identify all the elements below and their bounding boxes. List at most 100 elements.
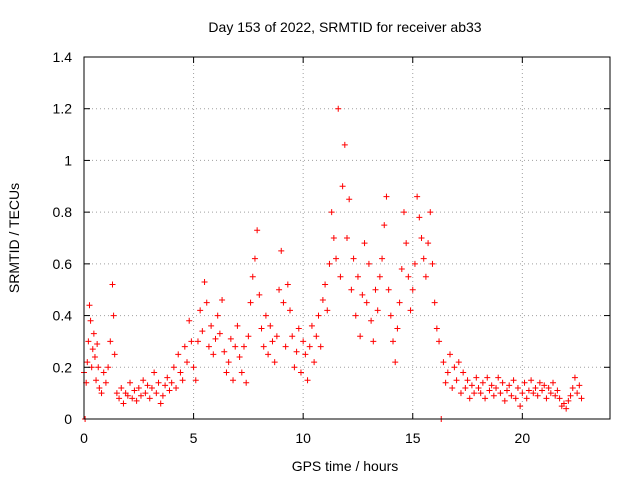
y-tick-label: 1 bbox=[64, 152, 72, 168]
data-point bbox=[124, 392, 131, 399]
data-point bbox=[425, 240, 432, 247]
data-point bbox=[300, 338, 307, 345]
data-point bbox=[341, 141, 348, 148]
data-point bbox=[157, 400, 164, 407]
data-point bbox=[339, 183, 346, 190]
data-point bbox=[234, 322, 241, 329]
y-tick-label: 1.2 bbox=[53, 101, 73, 117]
data-point bbox=[482, 395, 489, 402]
data-point bbox=[519, 390, 526, 397]
data-point bbox=[400, 209, 407, 216]
data-point bbox=[148, 384, 155, 391]
data-point bbox=[510, 377, 517, 384]
data-point bbox=[365, 260, 372, 267]
data-point bbox=[503, 387, 510, 394]
data-point bbox=[508, 392, 515, 399]
data-point bbox=[166, 387, 173, 394]
data-point bbox=[265, 351, 272, 358]
data-point bbox=[447, 351, 454, 358]
data-point bbox=[344, 235, 350, 241]
data-point bbox=[87, 317, 94, 324]
data-point bbox=[280, 299, 287, 306]
data-point bbox=[304, 377, 311, 384]
x-tick-label: 10 bbox=[295, 430, 311, 446]
data-point bbox=[372, 286, 379, 293]
data-point bbox=[249, 273, 256, 280]
x-tick-label: 20 bbox=[515, 430, 531, 446]
data-point bbox=[418, 235, 425, 241]
data-point bbox=[405, 273, 412, 280]
data-point bbox=[287, 307, 294, 314]
data-point bbox=[181, 343, 188, 350]
data-point bbox=[495, 374, 502, 381]
y-tick-label: 0.8 bbox=[53, 204, 73, 220]
data-point bbox=[271, 359, 278, 366]
data-point bbox=[560, 400, 567, 407]
data-point bbox=[335, 105, 342, 112]
data-point bbox=[416, 214, 423, 221]
data-point bbox=[254, 227, 261, 234]
data-point bbox=[493, 384, 500, 391]
data-point bbox=[451, 364, 458, 371]
data-point bbox=[363, 299, 370, 306]
data-point bbox=[523, 395, 530, 402]
data-point bbox=[225, 359, 232, 366]
x-tick-label: 0 bbox=[80, 430, 88, 446]
data-point bbox=[186, 317, 193, 324]
data-point bbox=[105, 364, 112, 371]
data-point bbox=[346, 196, 353, 203]
data-point bbox=[541, 382, 548, 389]
data-point bbox=[118, 384, 125, 391]
data-point bbox=[374, 307, 381, 314]
data-point bbox=[381, 222, 388, 229]
data-point bbox=[302, 351, 309, 358]
chart-title: Day 153 of 2022, SRMTID for receiver ab3… bbox=[208, 19, 481, 35]
data-point bbox=[376, 273, 383, 280]
data-point bbox=[409, 286, 416, 293]
data-point bbox=[337, 273, 344, 280]
data-point bbox=[385, 286, 392, 293]
data-point bbox=[453, 377, 460, 384]
data-point bbox=[120, 400, 127, 407]
data-point bbox=[490, 392, 497, 399]
data-point bbox=[554, 387, 561, 394]
data-point bbox=[354, 273, 361, 280]
x-axis-ticks: 0 5 10 15 20 bbox=[80, 57, 530, 446]
data-point bbox=[466, 395, 473, 402]
data-point bbox=[552, 392, 559, 399]
data-point bbox=[89, 346, 96, 353]
data-point bbox=[315, 312, 322, 319]
data-point bbox=[190, 364, 197, 371]
data-point bbox=[111, 351, 118, 358]
data-point bbox=[227, 335, 234, 342]
data-point bbox=[317, 343, 324, 350]
data-point bbox=[98, 390, 105, 397]
data-point bbox=[460, 369, 467, 376]
data-point bbox=[319, 297, 326, 304]
data-point bbox=[528, 377, 535, 384]
data-point bbox=[556, 395, 563, 402]
data-point bbox=[567, 392, 574, 399]
data-point bbox=[113, 390, 120, 397]
data-point bbox=[440, 359, 447, 366]
data-point bbox=[164, 374, 171, 381]
data-point bbox=[93, 377, 100, 384]
data-point bbox=[484, 374, 491, 381]
data-point bbox=[144, 382, 151, 389]
data-point bbox=[282, 343, 289, 350]
y-tick-label: 0 bbox=[64, 411, 72, 427]
data-point bbox=[197, 307, 204, 314]
data-point bbox=[256, 291, 263, 298]
data-point bbox=[86, 302, 93, 309]
data-point bbox=[137, 392, 144, 399]
data-point bbox=[578, 395, 585, 402]
data-point bbox=[420, 255, 427, 262]
data-point bbox=[536, 379, 543, 386]
data-point bbox=[411, 260, 418, 267]
data-point bbox=[398, 266, 405, 273]
data-point bbox=[414, 193, 421, 200]
data-point bbox=[396, 299, 403, 306]
data-point bbox=[433, 325, 440, 332]
data-point bbox=[102, 379, 109, 386]
data-point bbox=[133, 397, 140, 404]
